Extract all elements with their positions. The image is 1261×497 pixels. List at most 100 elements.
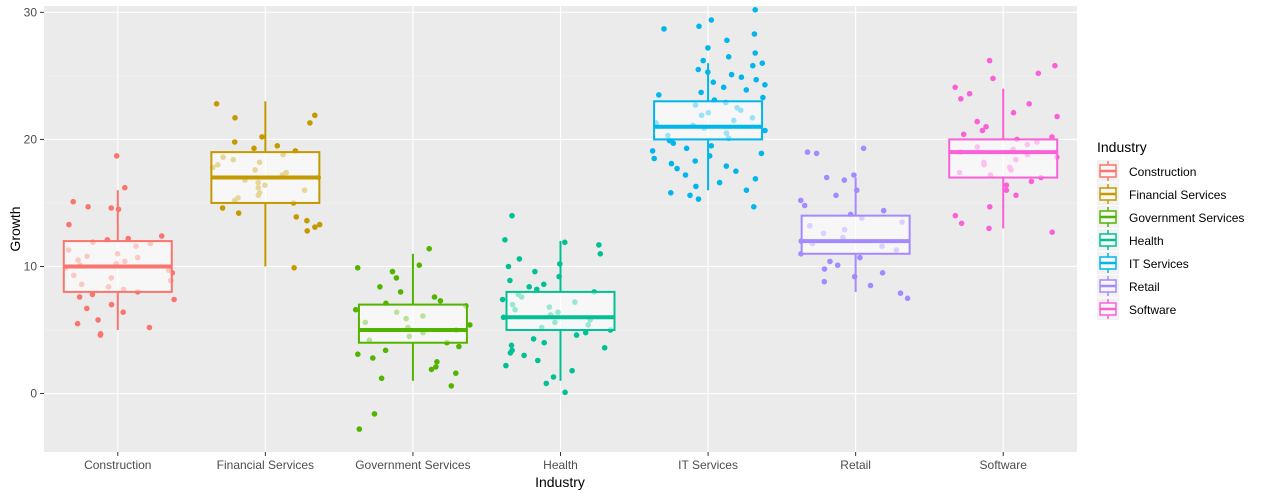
data-point xyxy=(307,120,313,126)
data-point xyxy=(821,278,828,285)
data-point xyxy=(708,17,715,23)
data-point xyxy=(880,207,887,214)
data-point xyxy=(541,339,547,346)
data-point xyxy=(526,284,532,290)
legend-item: Construction xyxy=(1097,160,1196,182)
data-point xyxy=(516,256,523,262)
data-point xyxy=(467,322,473,328)
data-point xyxy=(879,270,886,276)
data-point xyxy=(710,79,717,85)
data-point xyxy=(219,205,226,211)
data-point xyxy=(762,82,768,88)
data-point xyxy=(958,220,965,227)
data-point xyxy=(146,324,153,331)
data-point xyxy=(695,66,702,73)
legend-label: Health xyxy=(1129,234,1164,248)
data-point xyxy=(760,94,766,101)
data-point xyxy=(562,389,568,396)
box-iqr xyxy=(653,100,764,141)
data-point xyxy=(355,351,361,358)
x-tick-label: Government Services xyxy=(355,458,470,472)
data-point xyxy=(696,23,702,30)
data-point xyxy=(377,284,383,290)
data-point xyxy=(113,153,120,159)
data-point xyxy=(743,187,750,193)
box-iqr xyxy=(357,303,468,344)
data-point xyxy=(979,127,986,134)
legend-item: Software xyxy=(1097,298,1177,320)
data-point xyxy=(1003,182,1010,188)
y-tick-label: 0 xyxy=(30,387,37,401)
data-point xyxy=(550,374,557,380)
data-point xyxy=(827,258,833,265)
data-point xyxy=(235,210,242,216)
data-point xyxy=(752,50,758,56)
data-point xyxy=(532,268,538,275)
box-software xyxy=(948,88,1059,229)
data-point xyxy=(503,362,509,369)
x-tick-label: Software xyxy=(980,458,1028,472)
data-point xyxy=(569,367,575,374)
data-point xyxy=(416,262,423,269)
legend-item: Government Services xyxy=(1097,206,1244,228)
data-point xyxy=(508,342,515,349)
legend-label: Construction xyxy=(1129,165,1196,179)
data-point xyxy=(456,343,462,350)
data-point xyxy=(232,115,238,121)
data-point xyxy=(213,101,220,107)
data-point xyxy=(693,183,699,190)
data-point xyxy=(582,329,589,336)
data-point xyxy=(535,357,541,364)
data-point xyxy=(85,204,91,210)
data-point xyxy=(952,84,958,91)
data-point xyxy=(530,336,537,342)
x-tick-label: Retail xyxy=(840,458,871,472)
data-point xyxy=(509,212,515,219)
data-point xyxy=(76,294,83,300)
data-point xyxy=(352,306,359,313)
data-point xyxy=(841,177,848,183)
legend-label: Financial Services xyxy=(1129,188,1226,202)
box-government-services xyxy=(357,253,468,381)
data-point xyxy=(397,289,404,295)
data-point xyxy=(986,57,993,64)
data-point xyxy=(259,134,265,140)
data-point xyxy=(904,295,911,302)
data-point xyxy=(95,317,101,323)
data-point xyxy=(724,37,730,44)
data-point xyxy=(661,26,667,32)
data-point xyxy=(692,158,698,164)
data-point xyxy=(813,150,820,157)
data-point xyxy=(499,296,506,303)
data-point xyxy=(752,7,758,13)
data-point xyxy=(521,352,527,359)
data-point xyxy=(668,160,675,167)
data-point xyxy=(798,197,804,204)
data-point xyxy=(687,192,693,199)
data-point xyxy=(668,190,674,196)
data-point xyxy=(716,179,723,186)
data-point xyxy=(698,89,704,96)
data-point xyxy=(84,305,90,312)
box-construction xyxy=(62,190,173,331)
data-point xyxy=(1028,178,1035,185)
data-point xyxy=(89,291,96,298)
data-point xyxy=(389,268,396,275)
box-health xyxy=(505,241,616,381)
y-tick-label: 20 xyxy=(24,132,38,146)
data-point xyxy=(171,296,177,303)
data-point xyxy=(601,345,608,351)
data-point xyxy=(649,148,656,154)
data-point xyxy=(371,411,378,417)
data-point xyxy=(597,251,604,257)
data-point xyxy=(860,145,867,152)
y-axis-ticks: 0 10 20 30 xyxy=(24,5,44,401)
x-tick-label: Health xyxy=(543,458,578,472)
x-tick-label: Construction xyxy=(84,458,151,472)
data-point xyxy=(743,87,750,93)
data-point xyxy=(448,383,455,389)
data-point xyxy=(958,96,964,102)
data-point xyxy=(966,90,973,97)
legend-label: Retail xyxy=(1129,280,1160,294)
legend-item: Retail xyxy=(1097,275,1160,297)
